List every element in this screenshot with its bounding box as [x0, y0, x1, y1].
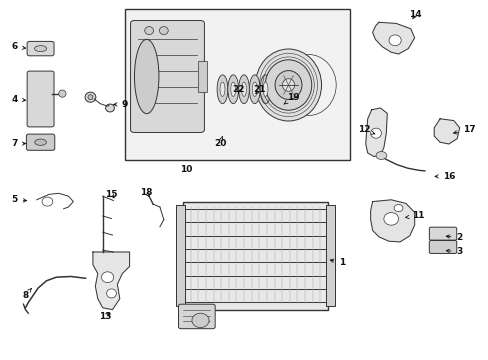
Ellipse shape	[191, 313, 208, 328]
Ellipse shape	[105, 104, 114, 112]
Ellipse shape	[263, 82, 267, 96]
Polygon shape	[433, 119, 459, 144]
Ellipse shape	[220, 82, 224, 96]
Ellipse shape	[159, 27, 168, 35]
Text: 4: 4	[11, 94, 25, 104]
Ellipse shape	[59, 90, 66, 97]
Text: 14: 14	[408, 10, 421, 19]
Text: 18: 18	[140, 188, 153, 197]
Ellipse shape	[134, 39, 159, 114]
Text: 16: 16	[434, 172, 454, 181]
Ellipse shape	[252, 82, 257, 96]
Polygon shape	[370, 200, 414, 242]
Ellipse shape	[102, 272, 113, 283]
Polygon shape	[93, 252, 129, 310]
Text: 9: 9	[114, 100, 128, 109]
Text: 2: 2	[446, 233, 462, 242]
Ellipse shape	[393, 204, 402, 212]
Text: 8: 8	[22, 288, 31, 300]
Bar	[124, 9, 349, 160]
Ellipse shape	[88, 95, 93, 100]
FancyBboxPatch shape	[130, 21, 204, 132]
Ellipse shape	[264, 60, 311, 110]
Ellipse shape	[85, 92, 96, 102]
Polygon shape	[365, 108, 386, 157]
Text: 11: 11	[405, 211, 424, 220]
FancyBboxPatch shape	[428, 227, 456, 240]
Text: 22: 22	[232, 85, 244, 94]
Ellipse shape	[282, 79, 294, 91]
Ellipse shape	[35, 46, 46, 51]
Ellipse shape	[375, 152, 386, 159]
FancyBboxPatch shape	[26, 134, 55, 150]
Ellipse shape	[227, 75, 238, 104]
Bar	[325, 205, 334, 306]
Ellipse shape	[230, 82, 235, 96]
Text: 6: 6	[12, 42, 25, 51]
Text: 17: 17	[452, 125, 475, 134]
Ellipse shape	[35, 139, 46, 145]
Ellipse shape	[241, 82, 246, 96]
Ellipse shape	[274, 71, 302, 99]
Text: 13: 13	[99, 312, 111, 321]
Ellipse shape	[370, 128, 381, 138]
Ellipse shape	[388, 35, 401, 46]
Text: 10: 10	[179, 165, 192, 174]
Ellipse shape	[255, 49, 321, 121]
Bar	[183, 202, 327, 310]
Text: 21: 21	[252, 85, 265, 94]
Bar	[176, 205, 184, 306]
Text: 19: 19	[284, 93, 299, 104]
Text: 15: 15	[105, 190, 118, 199]
Text: 12: 12	[357, 125, 374, 134]
FancyBboxPatch shape	[428, 240, 456, 253]
Ellipse shape	[260, 75, 270, 104]
Text: 3: 3	[446, 247, 462, 256]
Ellipse shape	[249, 75, 260, 104]
Ellipse shape	[144, 27, 153, 35]
Text: 5: 5	[12, 195, 26, 204]
Ellipse shape	[217, 75, 227, 104]
Ellipse shape	[106, 289, 116, 298]
Text: 1: 1	[329, 258, 345, 267]
Bar	[198, 60, 206, 93]
Text: 7: 7	[11, 139, 25, 148]
Text: 20: 20	[213, 136, 226, 148]
Ellipse shape	[238, 75, 249, 104]
Polygon shape	[372, 22, 414, 54]
FancyBboxPatch shape	[27, 41, 54, 56]
FancyBboxPatch shape	[178, 304, 215, 329]
FancyBboxPatch shape	[27, 71, 54, 127]
Ellipse shape	[383, 212, 398, 225]
